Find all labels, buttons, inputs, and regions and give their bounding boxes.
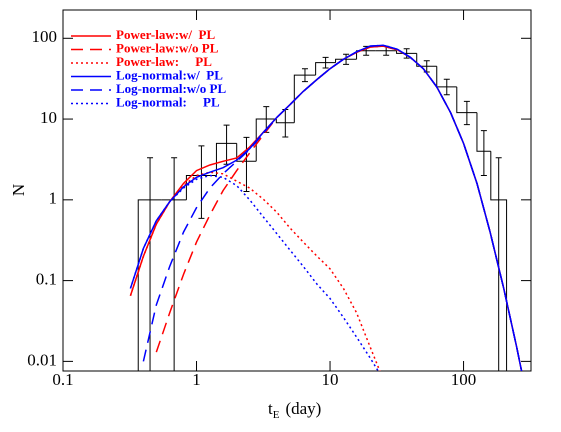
- error-bar: [243, 136, 250, 192]
- error-bar: [480, 130, 487, 177]
- histogram-bin: [356, 50, 376, 60]
- y-tick-label: 10: [40, 108, 57, 127]
- x-label-sub: E: [273, 409, 280, 421]
- error-bar: [463, 100, 470, 126]
- series-line: [129, 44, 523, 371]
- y-tick-label: 1: [49, 189, 58, 208]
- histogram-bin: [236, 143, 257, 162]
- legend-label: Log-normal:w/o PL: [116, 81, 226, 96]
- y-tick-label: 0.1: [36, 270, 57, 289]
- series-line: [142, 44, 523, 371]
- error-bar: [301, 68, 308, 83]
- x-tick-label: 1: [192, 370, 201, 389]
- error-bar: [147, 157, 154, 371]
- plot-frame: [62, 9, 532, 372]
- error-bar: [343, 53, 350, 65]
- histogram-bin: [137, 199, 162, 371]
- error-bar: [443, 78, 450, 96]
- x-axis-label: tE (day): [268, 399, 321, 421]
- histogram-bin: [456, 86, 477, 114]
- error-bar: [322, 56, 329, 69]
- error-bar: [198, 145, 205, 219]
- x-label-main: t: [268, 399, 273, 418]
- y-tick-label: 0.01: [27, 350, 57, 369]
- plot-area: [129, 44, 523, 371]
- error-bar: [403, 48, 410, 59]
- histogram-bin: [293, 74, 316, 123]
- histogram-bin: [215, 142, 237, 176]
- legend-label: Log-normal: PL: [116, 94, 220, 109]
- series-line: [129, 174, 379, 371]
- x-label-unit: (day): [285, 399, 321, 418]
- x-tick-label: 100: [451, 370, 477, 389]
- histogram-bin: [396, 50, 417, 54]
- legend-label: Power-law: PL: [116, 54, 212, 69]
- y-tick-label: 100: [32, 27, 58, 46]
- histogram-bin: [275, 119, 295, 124]
- error-bar: [495, 157, 502, 371]
- histogram-bin: [255, 118, 277, 162]
- legend-label: Power-law:w/o PL: [116, 40, 219, 55]
- legend-label: Log-normal:w/ PL: [116, 67, 223, 82]
- error-bar: [423, 60, 430, 73]
- x-tick-label: 0.1: [52, 370, 73, 389]
- x-tick-label: 10: [322, 370, 339, 389]
- error-bar: [282, 109, 289, 138]
- histogram-bin: [416, 53, 437, 67]
- histogram-bin: [335, 58, 357, 63]
- histogram-bin: [185, 175, 217, 200]
- y-axis-label: N: [9, 184, 28, 196]
- error-bar: [223, 124, 230, 165]
- legend-label: Power-law:w/ PL: [116, 27, 215, 42]
- histogram-bin: [315, 62, 336, 76]
- histogram-bin: [476, 112, 491, 152]
